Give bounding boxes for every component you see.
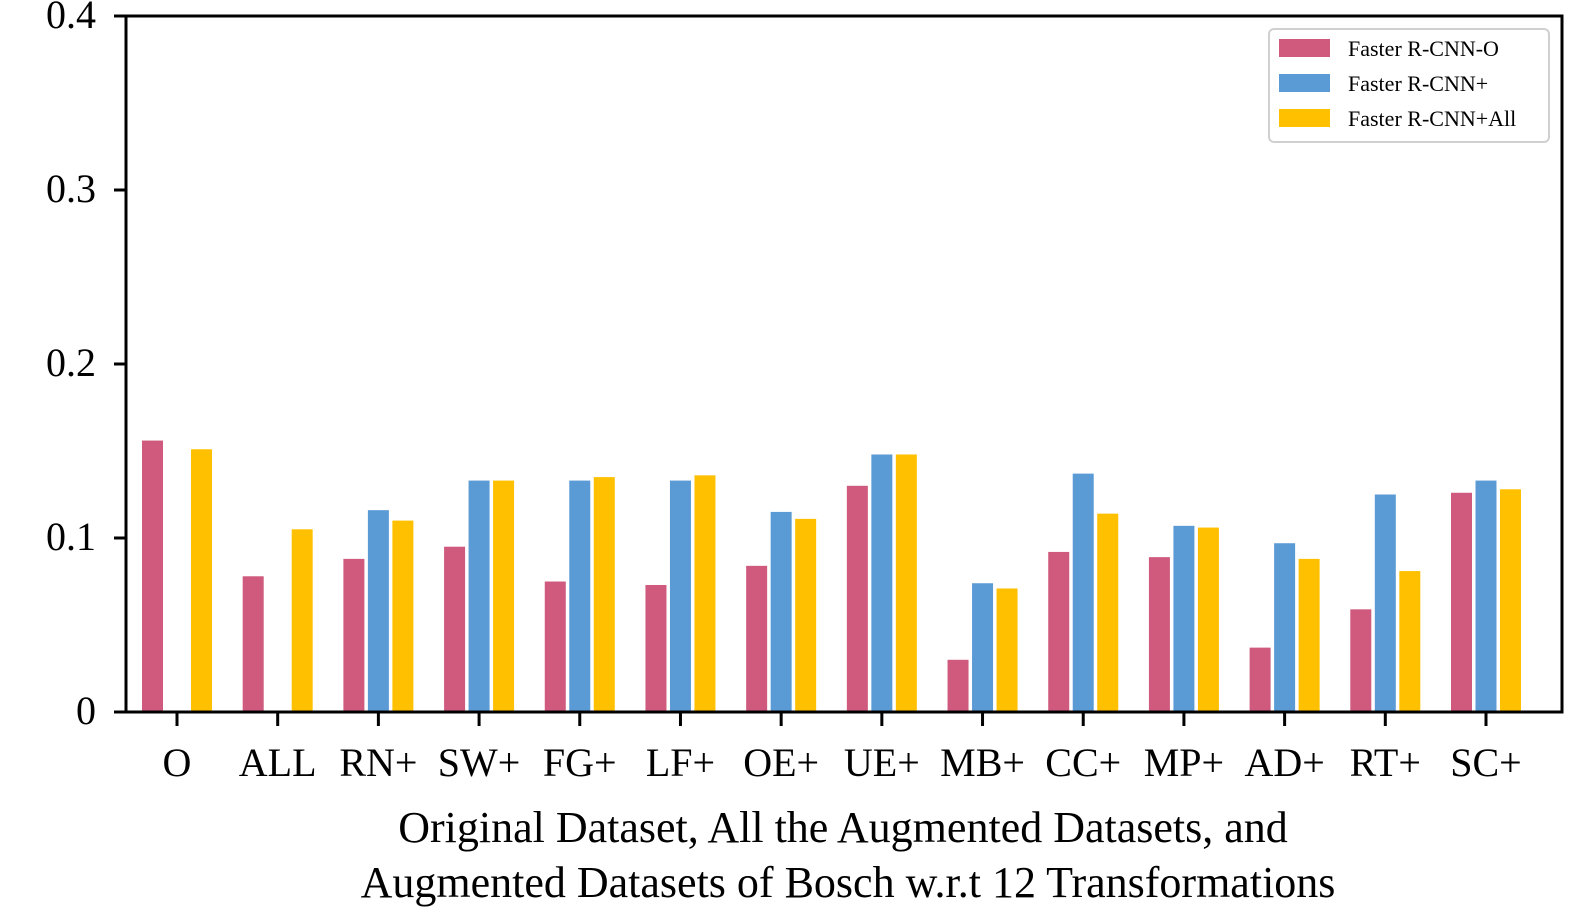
bar-swplus-series-1	[444, 546, 466, 712]
bar-scplus-series-2	[1475, 480, 1497, 712]
bar-mbplus-series-1	[947, 659, 969, 712]
bar-scplus-series-1	[1451, 492, 1472, 712]
bar-ccplus-series-2	[1072, 473, 1094, 712]
bar-oeplus-series-1	[746, 565, 768, 712]
legend-swatch	[1279, 109, 1330, 127]
x-tick-label: AD+	[1244, 740, 1324, 785]
bar-o-series-3	[191, 449, 212, 712]
bar-fgplus-series-2	[569, 480, 591, 712]
x-axis-label-line-1: Original Dataset, All the Augmented Data…	[398, 803, 1288, 852]
bar-swplus-series-3	[493, 480, 515, 712]
bar-swplus-series-2	[468, 480, 490, 712]
bar-lfplus-series-3	[694, 475, 716, 712]
bar-lfplus-series-1	[645, 584, 667, 712]
legend-label: Faster R-CNN+All	[1348, 106, 1516, 131]
bar-ueplus-series-1	[846, 485, 868, 712]
bar-rnplus-series-1	[343, 558, 365, 712]
bars-layer	[142, 440, 1521, 712]
bar-rnplus-series-3	[392, 520, 414, 712]
legend: Faster R-CNN-O Faster R-CNN+ Faster R-CNN+…	[1268, 28, 1550, 143]
legend-label: Faster R-CNN+	[1348, 71, 1488, 96]
x-tick-label: CC+	[1045, 740, 1121, 785]
bar-ueplus-series-3	[895, 454, 917, 712]
x-tick-label: OE+	[743, 740, 819, 785]
bar-mpplus-series-1	[1148, 557, 1170, 712]
bar-ccplus-series-3	[1097, 513, 1119, 712]
bar-rtplus-series-2	[1374, 494, 1396, 712]
legend-box	[1268, 28, 1550, 143]
x-tick-label: RN+	[339, 740, 417, 785]
y-tick-label: 0	[76, 688, 96, 733]
x-tick-label: SW+	[438, 740, 521, 785]
bar-fgplus-series-1	[544, 581, 566, 712]
x-tick-label: ALL	[239, 740, 317, 785]
bar-lfplus-series-2	[669, 480, 691, 712]
y-tick-label: 0.1	[46, 514, 96, 559]
bar-ccplus-series-1	[1048, 551, 1070, 712]
legend-label: Faster R-CNN-O	[1348, 36, 1499, 61]
bar-rtplus-series-3	[1399, 571, 1421, 712]
x-tick-label: MP+	[1144, 740, 1224, 785]
y-tick-label: 0.4	[46, 0, 96, 37]
x-axis-label-line-2: Augmented Datasets of Bosch w.r.t 12 Tra…	[361, 858, 1336, 907]
bar-all-series-3	[291, 529, 313, 712]
bar-mpplus-series-2	[1173, 525, 1195, 712]
x-tick-label: LF+	[646, 740, 715, 785]
x-axis-label: Original Dataset, All the Augmented Data…	[361, 803, 1336, 907]
bar-adplus-series-2	[1274, 543, 1296, 712]
bar-oeplus-series-2	[770, 511, 792, 712]
bar-mbplus-series-3	[996, 588, 1018, 712]
x-tick-label: MB+	[940, 740, 1025, 785]
bar-mpplus-series-3	[1197, 527, 1219, 712]
bar-ueplus-series-2	[871, 454, 893, 712]
bar-scplus-series-3	[1500, 489, 1521, 712]
bar-rtplus-series-1	[1350, 609, 1372, 712]
x-tick-label: O	[163, 740, 192, 785]
x-tick-label: SC+	[1450, 740, 1521, 785]
x-tick-label: UE+	[844, 740, 920, 785]
bar-rnplus-series-2	[367, 510, 389, 712]
bar-mbplus-series-2	[972, 583, 994, 712]
bar-fgplus-series-3	[593, 477, 615, 712]
legend-swatch	[1279, 39, 1330, 57]
x-tick-label: FG+	[543, 740, 617, 785]
axes-layer: 0 0.1 0.2 0.3 0.4 O ALL RN+ SW+ FG+ LF+ OE+ UE+ MB+ CC…	[46, 0, 1564, 785]
bar-o-series-1	[142, 440, 163, 712]
bar-adplus-series-1	[1249, 647, 1271, 712]
bar-oeplus-series-3	[795, 518, 817, 712]
y-tick-label: 0.2	[46, 340, 96, 385]
bar-all-series-1	[242, 576, 264, 712]
x-tick-label: RT+	[1350, 740, 1421, 785]
bar-adplus-series-3	[1298, 558, 1320, 712]
y-tick-label: 0.3	[46, 166, 96, 211]
legend-swatch	[1279, 74, 1330, 92]
